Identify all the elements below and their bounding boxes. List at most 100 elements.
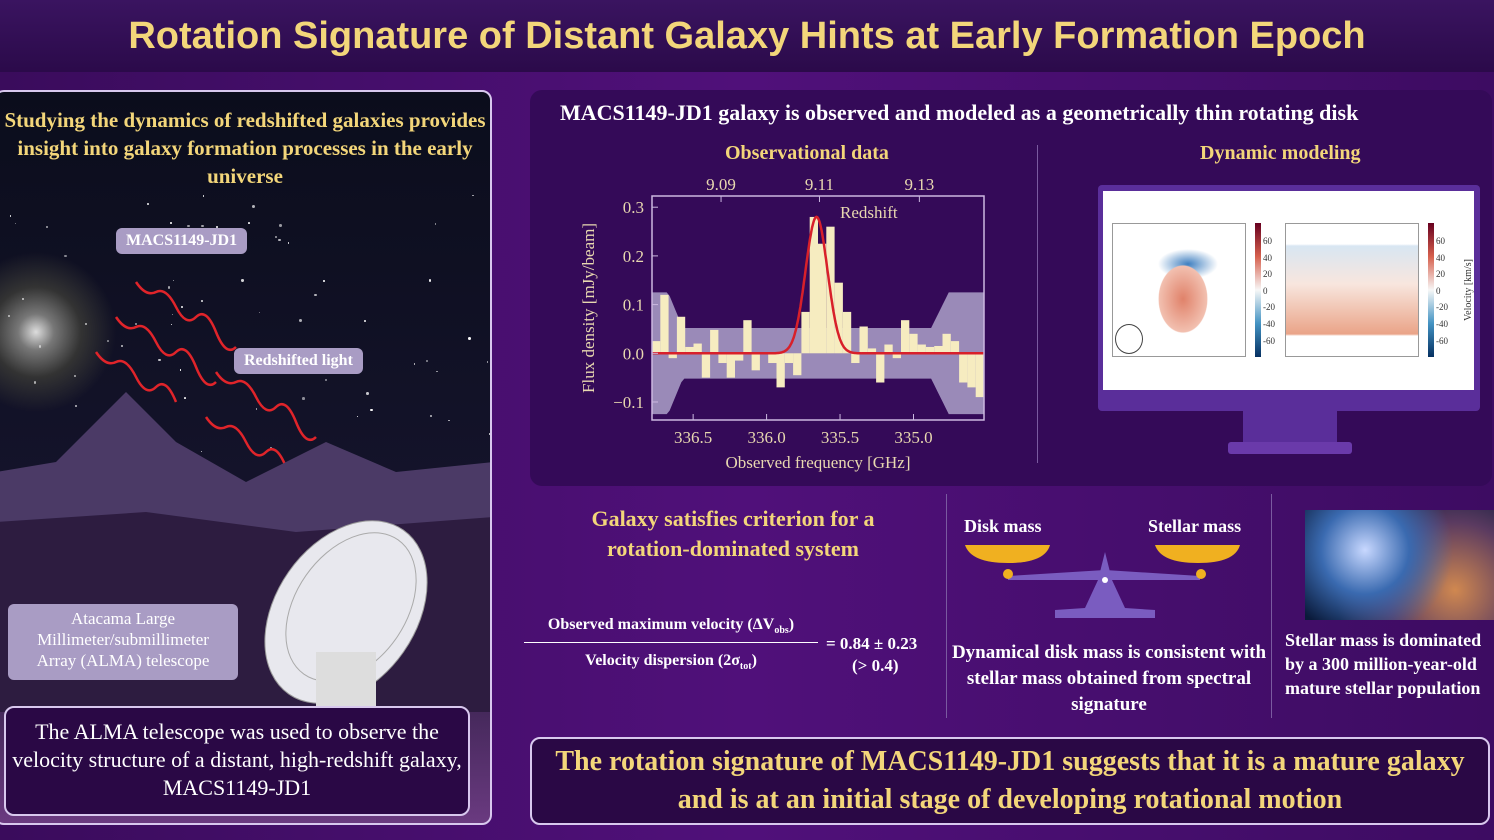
spectrum-bar: [801, 311, 810, 354]
colorbar-tick: 0: [1436, 285, 1441, 296]
divider: [946, 494, 947, 718]
spectrum-bar: [851, 353, 860, 364]
spectrum-bar: [718, 353, 727, 364]
star: [45, 225, 48, 228]
spectrum-bar: [909, 333, 918, 354]
spectrum-bar: [834, 282, 843, 354]
star: [258, 311, 261, 314]
spectrum-bar: [925, 346, 935, 354]
star: [39, 345, 42, 348]
spectrum-bar: [751, 353, 760, 371]
star: [486, 361, 489, 363]
spectrum-bar: [701, 353, 711, 378]
spectrum-bar: [942, 333, 951, 354]
numerator-text: Observed maximum velocity (ΔV: [547, 616, 775, 633]
colorbar-right-ticks: 60 40 20 0 -20 -40 -60: [1436, 233, 1448, 349]
conclusion-box: The rotation signature of MACS1149-JD1 s…: [530, 737, 1490, 825]
spectrum-bar: [950, 341, 960, 354]
divider: [1271, 494, 1272, 718]
star: [167, 286, 171, 289]
star: [171, 313, 174, 316]
alma-summary: The ALMA telescope was used to observe t…: [4, 706, 470, 816]
star: [252, 205, 256, 209]
spectrum-bar: [776, 353, 785, 388]
star: [21, 298, 24, 301]
colorbar-tick: 20: [1263, 269, 1272, 280]
star: [14, 223, 16, 225]
star: [429, 279, 432, 282]
ratio-threshold: (> 0.4): [852, 656, 899, 675]
star: [323, 280, 325, 282]
star: [201, 450, 203, 452]
star: [170, 222, 173, 224]
disk-mass-label: Disk mass: [964, 516, 1042, 536]
colorbar-tick: 60: [1263, 236, 1272, 246]
denominator-sub: tot: [739, 661, 752, 673]
star: [472, 194, 474, 197]
star: [255, 408, 258, 410]
star: [179, 369, 181, 371]
star: [299, 318, 303, 322]
spectrum-bar: [975, 353, 984, 398]
spectrum-bar: [652, 341, 661, 354]
star: [301, 397, 305, 400]
star: [370, 408, 373, 412]
spectrum-bar: [959, 353, 968, 383]
spectrum-bar: [710, 329, 719, 354]
spectrum-bar: [743, 320, 752, 354]
observed-velocity-map: [1112, 223, 1246, 357]
colorbar-tick: 40: [1436, 252, 1445, 263]
observational-data-title: Observational data: [725, 142, 889, 164]
colorbar-tick: 60: [1436, 236, 1445, 246]
alma-dish-icon: [264, 520, 428, 712]
star: [74, 404, 78, 408]
star: [180, 305, 183, 308]
x-tick-label: 336.0: [747, 428, 785, 447]
denominator-text: Velocity dispersion (2σ: [585, 652, 740, 669]
left-panel: Studying the dynamics of redshifted gala…: [0, 90, 492, 825]
model-panel-heading: MACS1149-JD1 galaxy is observed and mode…: [560, 100, 1359, 125]
fraction-denominator: Velocity dispersion (2σtot): [524, 652, 818, 672]
star: [488, 433, 490, 436]
star: [426, 359, 429, 362]
beam-ellipse: [1115, 324, 1143, 354]
spectrum-bar: [901, 320, 910, 354]
fraction-numerator: Observed maximum velocity (ΔVobs): [524, 616, 818, 644]
star: [468, 337, 471, 341]
star: [356, 415, 358, 417]
colorbar-tick: 0: [1263, 285, 1268, 296]
star: [215, 225, 218, 229]
star: [34, 381, 37, 384]
redshift-axis-label: Redshift: [840, 203, 898, 222]
star: [73, 375, 76, 378]
colorbar-tick: -40: [1263, 318, 1275, 329]
star: [183, 397, 186, 400]
colorbar-tick: -20: [1436, 302, 1448, 313]
star: [201, 224, 204, 228]
denominator-close: ): [751, 652, 757, 669]
model-velocity-map: [1285, 223, 1419, 357]
redshift-tick-label: 9.13: [904, 175, 934, 194]
spectrum-bar: [660, 294, 669, 354]
star: [173, 279, 175, 281]
stellar-mass-label: Stellar mass: [1148, 516, 1242, 536]
monitor-base: [1228, 442, 1352, 454]
colorbar-tick: -20: [1263, 302, 1275, 313]
stellar-mass-text: Stellar mass is dominated by a 300 milli…: [1285, 630, 1482, 698]
star: [9, 215, 12, 217]
redshift-tick-label: 9.09: [706, 175, 736, 194]
star: [200, 300, 203, 303]
spectrum-bar: [676, 316, 686, 354]
spectrum-bar: [884, 344, 893, 354]
redshift-tick-label: 9.11: [805, 175, 834, 194]
spectrum-bar: [842, 311, 852, 354]
star: [325, 378, 328, 381]
star: [430, 415, 433, 418]
y-axis-label: Flux density [mJy/beam]: [579, 223, 598, 393]
star: [366, 392, 369, 395]
star: [202, 195, 205, 198]
colorbar-left-ticks: 60 40 20 0 -20 -40 -60: [1263, 233, 1275, 349]
colorbar-tick: -60: [1263, 335, 1275, 346]
spectrum-bar: [809, 216, 818, 354]
spectrum-bar: [876, 353, 885, 383]
